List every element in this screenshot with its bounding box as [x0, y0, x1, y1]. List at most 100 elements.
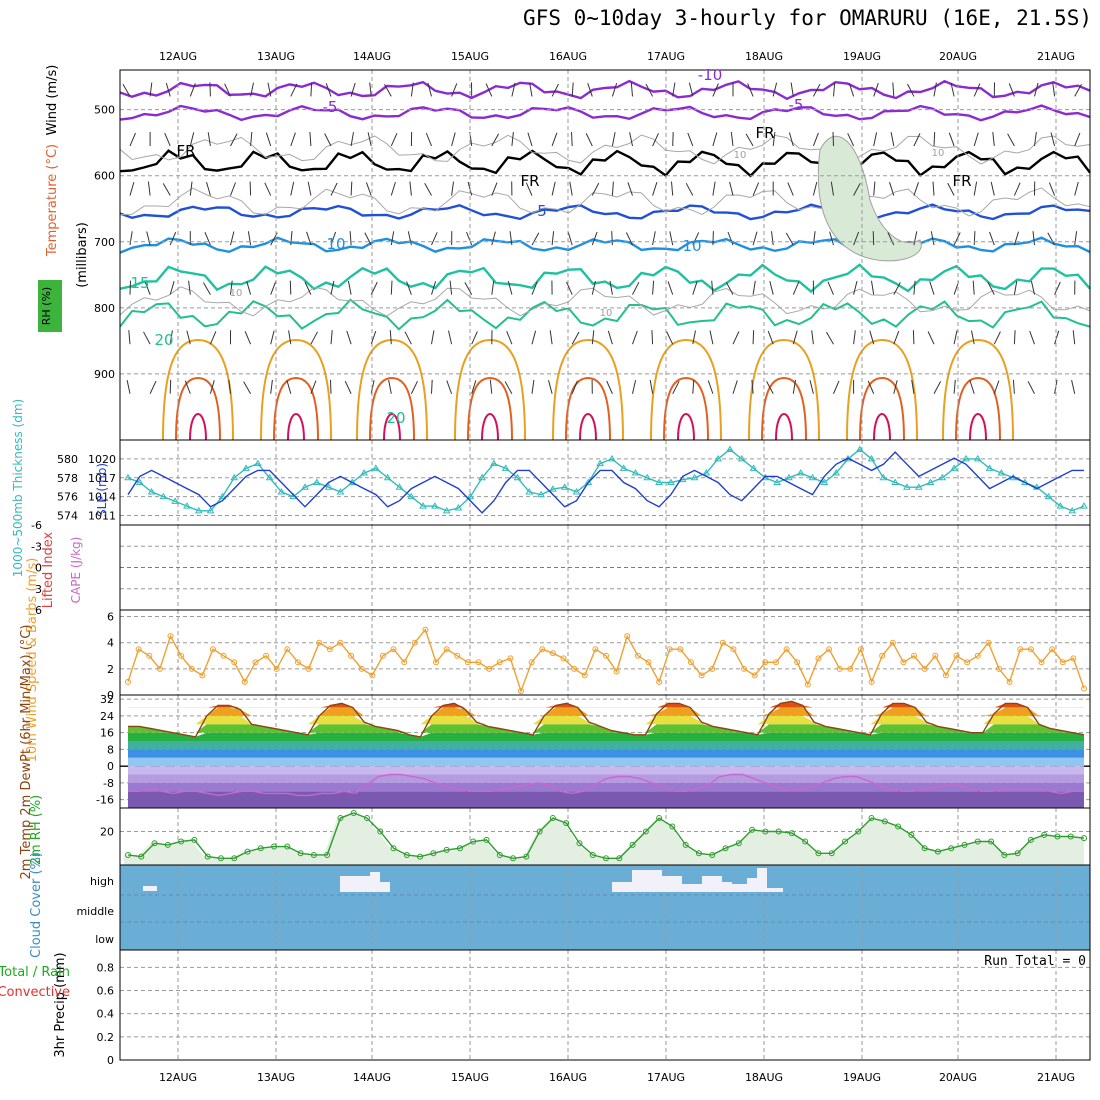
isotherm-35-dome	[383, 412, 401, 441]
date-label-bottom: 19AUG	[843, 1071, 881, 1084]
panel-frames	[119, 69, 1091, 1061]
isotherm-25-dome	[356, 338, 428, 441]
wind-barb	[1013, 231, 1019, 246]
pressure-tick: 700	[94, 236, 115, 249]
thickness-point	[124, 473, 132, 481]
rh-2m-point	[735, 840, 742, 847]
rh-2m-point	[324, 851, 331, 858]
thickness-point	[430, 502, 439, 509]
rh-2m-point	[350, 810, 357, 817]
thickness-point	[371, 464, 380, 471]
rh-2m-point	[284, 843, 291, 850]
wind-tick: 2	[107, 663, 114, 676]
wind-speed-point	[719, 639, 726, 646]
wind-barb	[792, 379, 796, 394]
high-cloud-block	[722, 882, 732, 892]
wind-barb	[812, 181, 818, 196]
wind-barb	[687, 132, 694, 147]
rh-2m-point	[549, 815, 556, 822]
wind-speed-point	[974, 652, 981, 659]
wind-barb	[431, 330, 435, 345]
wind-speed-point	[656, 678, 663, 685]
wind-barb	[446, 380, 453, 394]
wind-speed-point	[1017, 646, 1024, 653]
wind-barb	[1034, 82, 1039, 97]
wind-barb	[571, 331, 580, 345]
high-cloud-block	[370, 872, 380, 892]
wind-barb	[491, 182, 498, 196]
wind-barb	[390, 231, 395, 246]
wind-barb	[264, 182, 272, 196]
wind-barb	[390, 280, 393, 295]
wind-barb	[692, 232, 700, 246]
rh-legend-box	[38, 280, 62, 332]
thickness-point	[324, 483, 333, 490]
wind-barb	[1074, 83, 1082, 97]
wind-barb	[370, 379, 375, 394]
rh-2m-point	[217, 855, 224, 862]
date-label-top: 13AUG	[257, 50, 295, 63]
wind-barb	[406, 281, 412, 295]
wind-barb	[388, 379, 392, 394]
wind-barb	[571, 131, 573, 147]
contour-label: -5	[789, 96, 804, 114]
wind-barb	[250, 82, 254, 97]
isotherm-30-dome	[273, 376, 319, 441]
wind-barb	[652, 280, 655, 295]
wind-barb	[410, 380, 418, 394]
wind-speed-point	[1059, 659, 1066, 666]
wind-barb	[812, 83, 821, 97]
high-cloud-block	[380, 882, 390, 892]
wind-speed-point	[528, 659, 535, 666]
wind-barb	[873, 181, 876, 196]
wind-barb	[893, 282, 901, 295]
wind-speed-line	[127, 628, 1085, 694]
wind-barb	[745, 133, 754, 147]
wind-speed-point	[433, 659, 440, 666]
wind-barb	[930, 231, 935, 246]
wind-barb	[827, 281, 834, 295]
contour-label: FR	[952, 172, 971, 190]
wind-tick: 4	[107, 637, 114, 650]
wind-barb	[785, 232, 794, 246]
high-cloud-block	[747, 878, 757, 892]
temp-band	[128, 791, 1084, 808]
wind-barb	[507, 280, 513, 295]
thickness-point	[312, 478, 321, 485]
temp-tick: 8	[107, 743, 114, 756]
wind-barb	[511, 82, 516, 97]
wind-barb	[407, 231, 412, 246]
rh-2m-point	[138, 853, 145, 860]
wind-barb	[390, 132, 398, 147]
wind-barb	[606, 380, 613, 394]
isotherm-30-dome	[565, 376, 611, 441]
panel-frame-wind	[119, 609, 1091, 696]
wind-barb	[632, 281, 640, 295]
wind-barb	[485, 83, 493, 97]
isotherm-35-dome	[677, 412, 695, 441]
date-label-top: 14AUG	[353, 50, 391, 63]
temp-band	[128, 715, 1084, 725]
wind-barb	[1030, 280, 1035, 295]
wind-barb	[669, 231, 674, 246]
rh-2m-point	[178, 838, 185, 845]
wind-speed-point	[358, 665, 365, 672]
wind-speed-point	[772, 659, 779, 666]
isotherm-30-dome	[467, 376, 513, 441]
wind-barb	[971, 330, 975, 345]
isotherm-30-dome	[761, 376, 807, 441]
wind-barb	[1048, 182, 1056, 196]
temp-ylabel: 2m Temp 2m DewPt (6hr Min/Max) (°C)	[19, 625, 34, 880]
isotherm-30-dome	[175, 376, 221, 441]
thickness-point	[726, 445, 734, 452]
rh-2m-point	[456, 845, 463, 852]
wind-barb	[812, 231, 816, 246]
wind-barb	[425, 132, 432, 147]
rh-2m-point	[868, 815, 875, 822]
panel-backgrounds	[120, 865, 1090, 950]
wind-barb	[727, 231, 734, 246]
wind-barb	[330, 280, 335, 295]
thickness-point	[194, 506, 203, 514]
wind-barb	[769, 280, 774, 295]
wind-barb	[389, 330, 392, 345]
